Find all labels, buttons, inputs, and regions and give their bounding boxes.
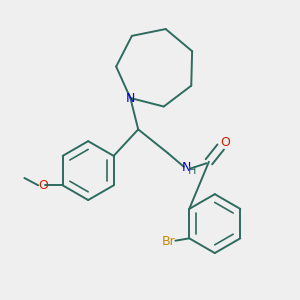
Text: N: N xyxy=(182,161,191,174)
Text: N: N xyxy=(126,92,135,104)
Text: Br: Br xyxy=(161,235,175,248)
Text: H: H xyxy=(188,167,196,176)
Text: O: O xyxy=(38,179,48,192)
Text: O: O xyxy=(220,136,230,149)
